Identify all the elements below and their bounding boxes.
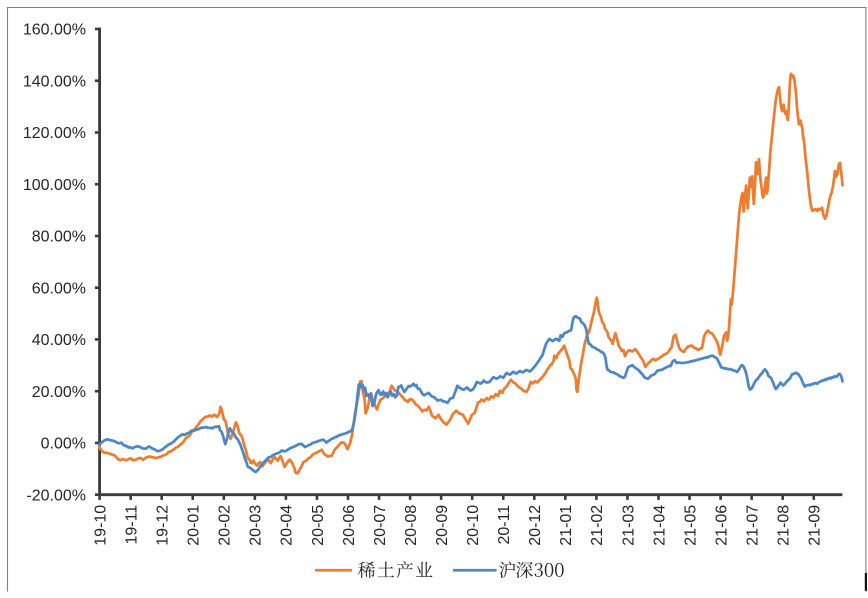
- svg-text:20-07: 20-07: [372, 505, 389, 546]
- svg-text:20-04: 20-04: [279, 505, 296, 546]
- svg-text:60.00%: 60.00%: [32, 280, 86, 297]
- svg-text:160.00%: 160.00%: [23, 22, 86, 39]
- svg-text:100.00%: 100.00%: [23, 177, 86, 194]
- svg-text:20-02: 20-02: [217, 505, 234, 546]
- svg-text:19-11: 19-11: [123, 505, 140, 545]
- svg-text:21-02: 21-02: [589, 505, 606, 546]
- svg-text:19-12: 19-12: [155, 505, 172, 546]
- svg-text:19-10: 19-10: [92, 505, 109, 546]
- svg-text:120.00%: 120.00%: [23, 125, 86, 142]
- svg-text:21-03: 21-03: [620, 505, 637, 546]
- svg-text:20-05: 20-05: [310, 505, 327, 546]
- svg-text:20-03: 20-03: [248, 505, 265, 546]
- svg-text:21-08: 21-08: [776, 505, 793, 546]
- svg-text:21-01: 21-01: [558, 505, 575, 546]
- svg-text:21-07: 21-07: [744, 505, 761, 546]
- svg-text:80.00%: 80.00%: [32, 229, 86, 246]
- svg-text:20-06: 20-06: [341, 505, 358, 546]
- svg-text:21-05: 21-05: [682, 505, 699, 546]
- svg-text:20-12: 20-12: [527, 505, 544, 546]
- svg-text:20-01: 20-01: [186, 505, 203, 546]
- svg-text:20-08: 20-08: [403, 505, 420, 546]
- svg-text:21-04: 21-04: [651, 505, 668, 546]
- svg-text:0.00%: 0.00%: [41, 436, 86, 453]
- svg-text:-20.00%: -20.00%: [26, 487, 86, 504]
- svg-text:21-09: 21-09: [807, 505, 824, 546]
- svg-text:20-11: 20-11: [496, 505, 513, 545]
- svg-text:20.00%: 20.00%: [32, 384, 86, 401]
- svg-text:20-10: 20-10: [465, 505, 482, 546]
- svg-text:140.00%: 140.00%: [23, 73, 86, 90]
- svg-text:40.00%: 40.00%: [32, 332, 86, 349]
- svg-text:20-09: 20-09: [434, 505, 451, 546]
- svg-text:21-06: 21-06: [713, 505, 730, 546]
